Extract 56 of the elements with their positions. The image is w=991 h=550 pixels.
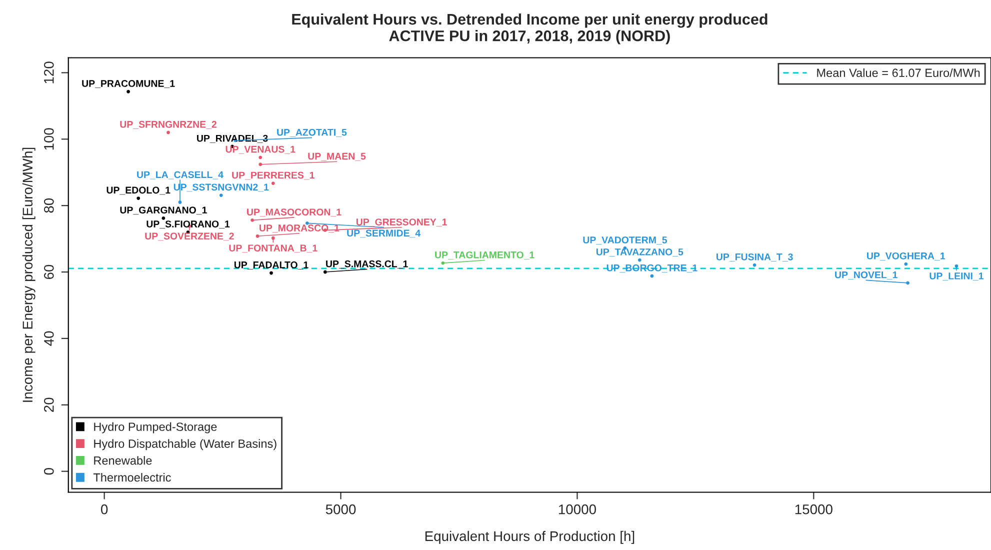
y-axis-title: Income per Energy produced [Euro/MWh] <box>22 148 36 402</box>
annotation: UP_VOGHERA_1 <box>867 252 946 260</box>
annotation: UP_EDOLO_1 <box>106 186 170 195</box>
annotation: UP_VADOTERM_5 <box>583 236 668 244</box>
x-tick-label: 10000 <box>558 504 596 514</box>
annotation: UP_S.FIORANO_1 <box>146 220 230 229</box>
legend-label: Hydro Dispatchable (Water Basins) <box>94 439 276 450</box>
legend-label: Mean Value = 61.07 Euro/MWh <box>817 68 980 78</box>
x-tick-label: 15000 <box>795 504 832 514</box>
annotation: UP_TAVAZZANO_5 <box>596 248 684 256</box>
annotation: UP_VENAUS_1 <box>226 146 296 154</box>
point <box>166 130 170 134</box>
point <box>126 90 130 94</box>
legend-label: Renewable <box>94 456 152 465</box>
x-tick-label: 0 <box>101 504 108 514</box>
annotation: UP_MAEN_5 <box>308 152 366 161</box>
annotation: UP_GARGNANO_1 <box>120 206 207 215</box>
y-tick-label: 80 <box>44 198 54 213</box>
y-tick-label: 100 <box>44 128 54 150</box>
annotation: UP_AZOTATI_5 <box>277 128 347 137</box>
point <box>271 182 275 186</box>
point <box>638 258 642 262</box>
annotation: UP_GRESSONEY_1 <box>356 218 447 227</box>
annotation: UP_NOVEL_1 <box>835 271 898 280</box>
x-axis-title: Equivalent Hours of Production [h] <box>425 530 634 544</box>
annotation: UP_MASOCORON_1 <box>247 208 342 217</box>
annotation: UP_FUSINA_T_3 <box>716 253 793 262</box>
y-tick-label: 60 <box>44 264 54 280</box>
point <box>136 196 140 200</box>
annotation: UP_SOVERZENE_2 <box>145 232 234 241</box>
annotation: UP_SFRNGNRZNE_2 <box>120 120 216 129</box>
point <box>258 156 262 160</box>
point <box>162 216 166 220</box>
annotation: UP_FONTANA_B_1 <box>229 244 318 253</box>
y-tick-label: 120 <box>44 62 54 84</box>
annotation: UP_PRACOMUNE_1 <box>82 80 175 88</box>
annotation: UP_LA_CASELL_4 <box>137 171 224 180</box>
annotation: UP_TAGLIAMENTO_1 <box>435 251 534 260</box>
annotation: UP_S.MASS.CL_1 <box>326 260 408 268</box>
y-tick-label: 0 <box>44 468 54 475</box>
point <box>270 271 273 275</box>
legend-label: Hydro Pumped-Storage <box>94 422 217 434</box>
annotation: UP_RIVADEL_3 <box>197 134 268 143</box>
point <box>904 262 908 266</box>
x-tick-label: 5000 <box>326 504 356 514</box>
annotation: UP_SERMIDE_4 <box>347 230 421 238</box>
annotation: UP_FADALTO_1 <box>234 261 308 270</box>
annotation: UP_PERRERES_1 <box>232 172 314 180</box>
point <box>219 194 223 197</box>
chart-title: Equivalent Hours vs. Detrended Income per unit energy produced ACTIVE PU in 2017, 2018, 2019 (NORD) <box>292 13 768 44</box>
y-tick-label: 40 <box>44 331 54 346</box>
annotation: UP_MORASCO_1 <box>260 224 340 233</box>
y-tick-label: 20 <box>44 398 54 412</box>
legend-label: Thermoelectric <box>93 472 171 482</box>
annotation: UP_BORGO_TRE_1 <box>606 264 698 272</box>
annotation: UP_LEINI_1 <box>930 272 984 280</box>
